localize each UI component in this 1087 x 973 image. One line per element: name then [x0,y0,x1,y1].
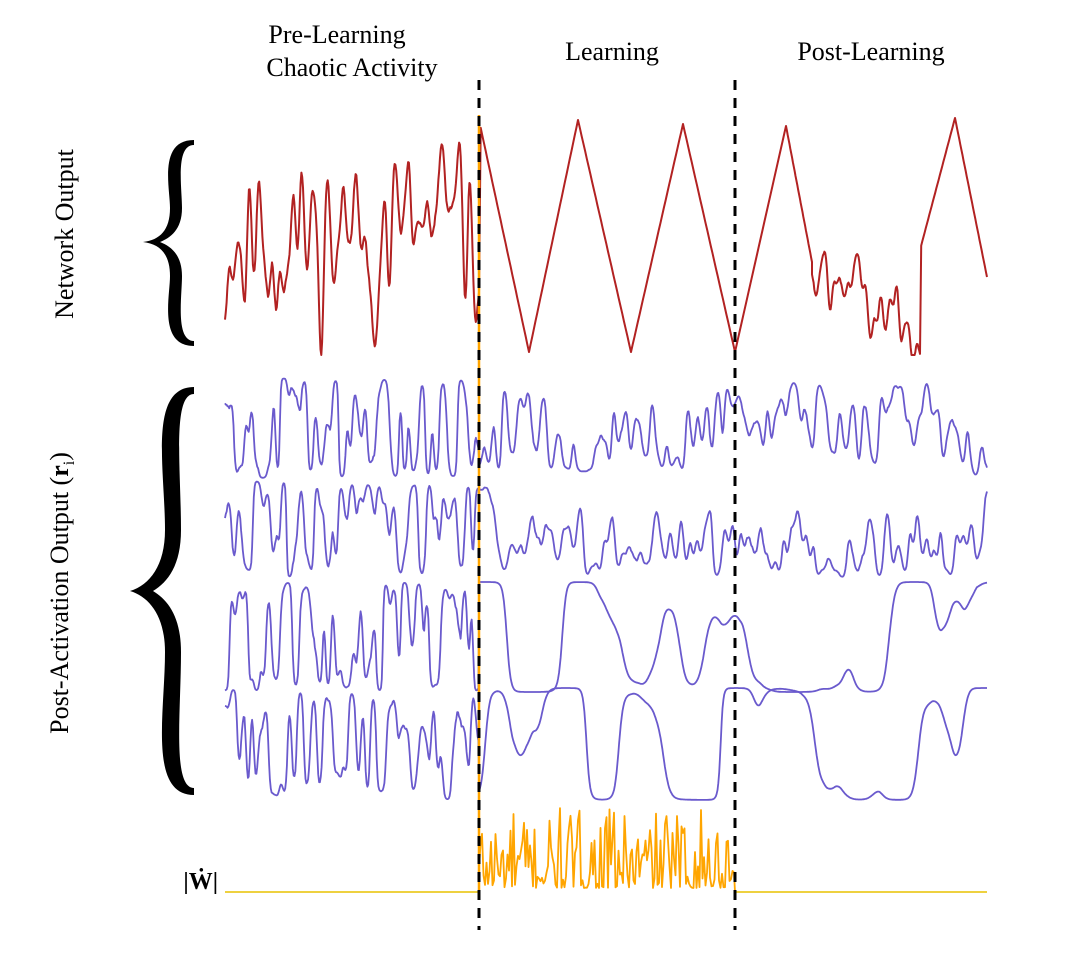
activation-trace-4 [224,687,988,801]
network-output-label: Network Output [50,148,79,318]
phase-title-pre-line1: Pre-Learning [268,20,405,49]
phase-title-learning: Learning [565,37,659,66]
post-activation-subscript: i [61,460,78,465]
network-output-trace [224,117,988,356]
activation-trace-2 [224,480,988,578]
weight-change-label: |Ẇ| [183,868,218,895]
post-activation-label: Post-Activation Output (ri) [45,452,78,734]
brace-network-output [143,140,194,346]
activation-trace-3 [224,581,988,693]
brace-post-activation [130,387,194,795]
post-activation-suffix: ) [45,452,74,461]
phase-title-post: Post-Learning [797,37,944,66]
post-activation-symbol: r [45,465,74,477]
activation-trace-1 [224,377,988,479]
post-activation-prefix: Post-Activation Output ( [45,477,74,734]
phase-title-pre-line2: Chaotic Activity [266,53,437,82]
weight-change-trace [478,807,736,893]
traces [224,115,988,893]
